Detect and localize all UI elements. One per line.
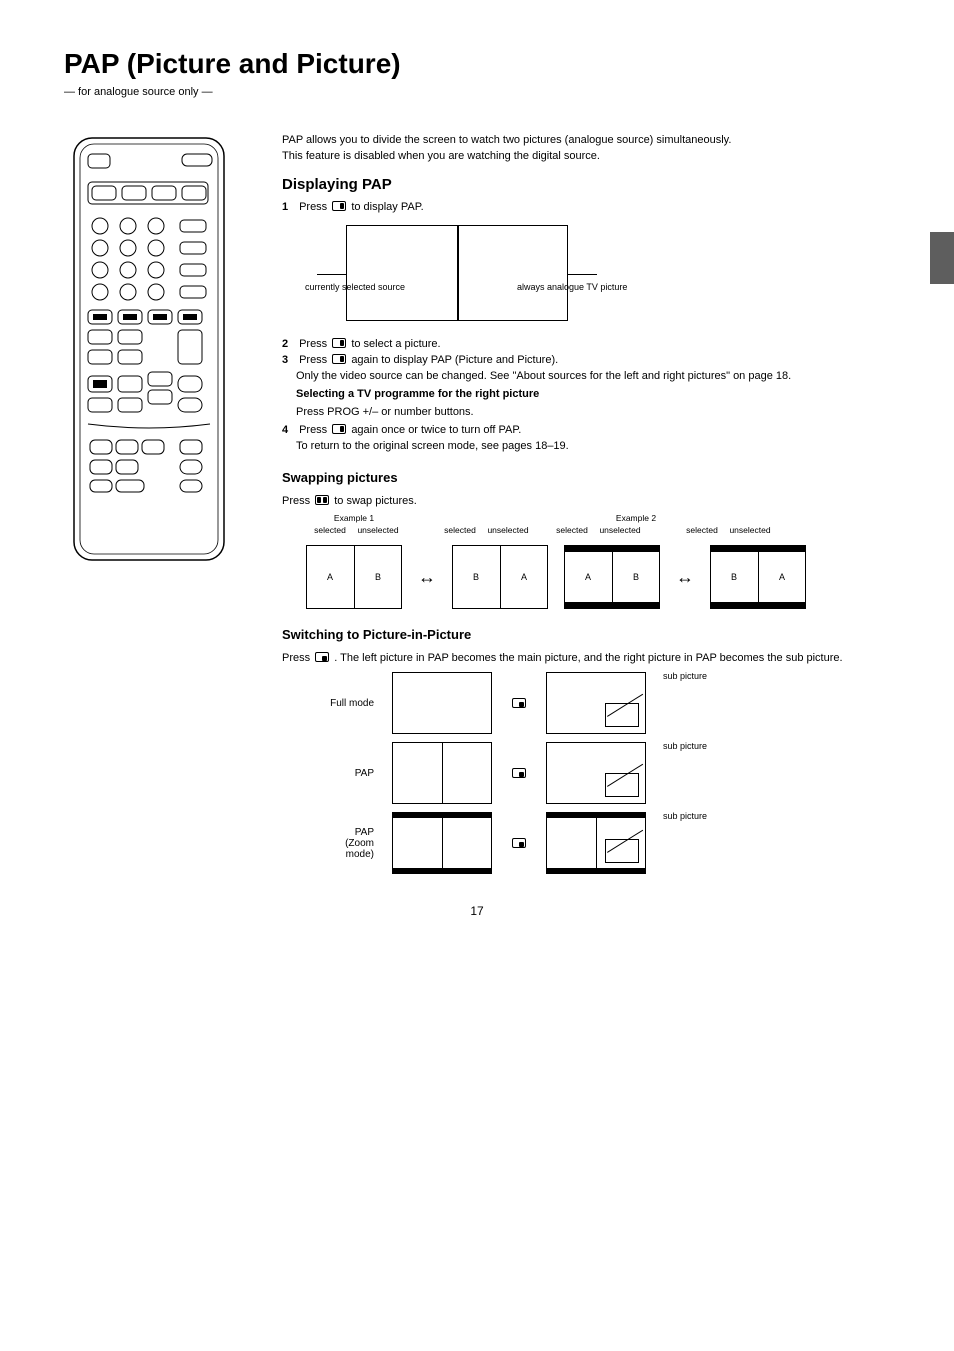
pip-button-icon	[512, 698, 526, 708]
pip-button-icon	[315, 652, 329, 662]
section-heading-pip: Switching to Picture-in-Picture	[282, 627, 890, 642]
step-3: 3 Press again to display PAP (Picture an…	[282, 354, 890, 366]
pip-row-pap: PAP sub picture	[322, 742, 890, 804]
page-number: 17	[470, 904, 483, 918]
swap-column-headers: Example 1 Example 2	[306, 513, 890, 523]
section-heading-display: Displaying PAP	[282, 176, 890, 193]
page-subtitle: — for analogue source only —	[64, 86, 890, 98]
pap-button-icon	[332, 424, 346, 434]
swap-diagram-row: A B ↔ B A A B ↔ B A	[306, 545, 890, 609]
tuned-body: Press PROG +/– or number buttons.	[296, 406, 890, 418]
section-marker	[930, 232, 954, 284]
step-4: 4 Press again once or twice to turn off …	[282, 424, 890, 436]
swap-button-icon	[315, 495, 329, 505]
step-1: 1 Press to display PAP.	[282, 201, 890, 213]
sel-unsel-headers-1: selectedunselected selectedunselected se…	[306, 525, 890, 535]
intro-text: PAP allows you to divide the screen to w…	[282, 134, 890, 146]
pip-row-pap-zoom: PAP (Zoom mode) sub picture	[322, 812, 890, 874]
pap-button-icon	[332, 201, 346, 211]
section-heading-swap: Swapping pictures	[282, 470, 890, 485]
intro-note: This feature is disabled when you are wa…	[282, 150, 890, 162]
step-2: 2 Press to select a picture.	[282, 338, 890, 350]
pap-main-diagram: currently selected source always analogu…	[346, 225, 568, 321]
pip-button-icon	[512, 838, 526, 848]
double-arrow-icon: ↔	[676, 567, 694, 588]
double-arrow-icon: ↔	[418, 567, 436, 588]
select-button-icon	[332, 338, 346, 348]
pip-body: Press . The left picture in PAP becomes …	[282, 652, 890, 664]
swap-body: Press to swap pictures.	[282, 495, 890, 507]
step-4-extra: To return to the original screen mode, s…	[296, 440, 890, 452]
pip-row-full: Full mode sub picture	[322, 672, 890, 734]
tuned-label: Selecting a TV programme for the right p…	[296, 388, 890, 400]
pip-button-icon	[512, 768, 526, 778]
step-3-extra: Only the video source can be changed. Se…	[296, 370, 890, 382]
page-title: PAP (Picture and Picture)	[64, 48, 890, 80]
remote-control-illustration	[70, 134, 228, 564]
pap-button-icon	[332, 354, 346, 364]
